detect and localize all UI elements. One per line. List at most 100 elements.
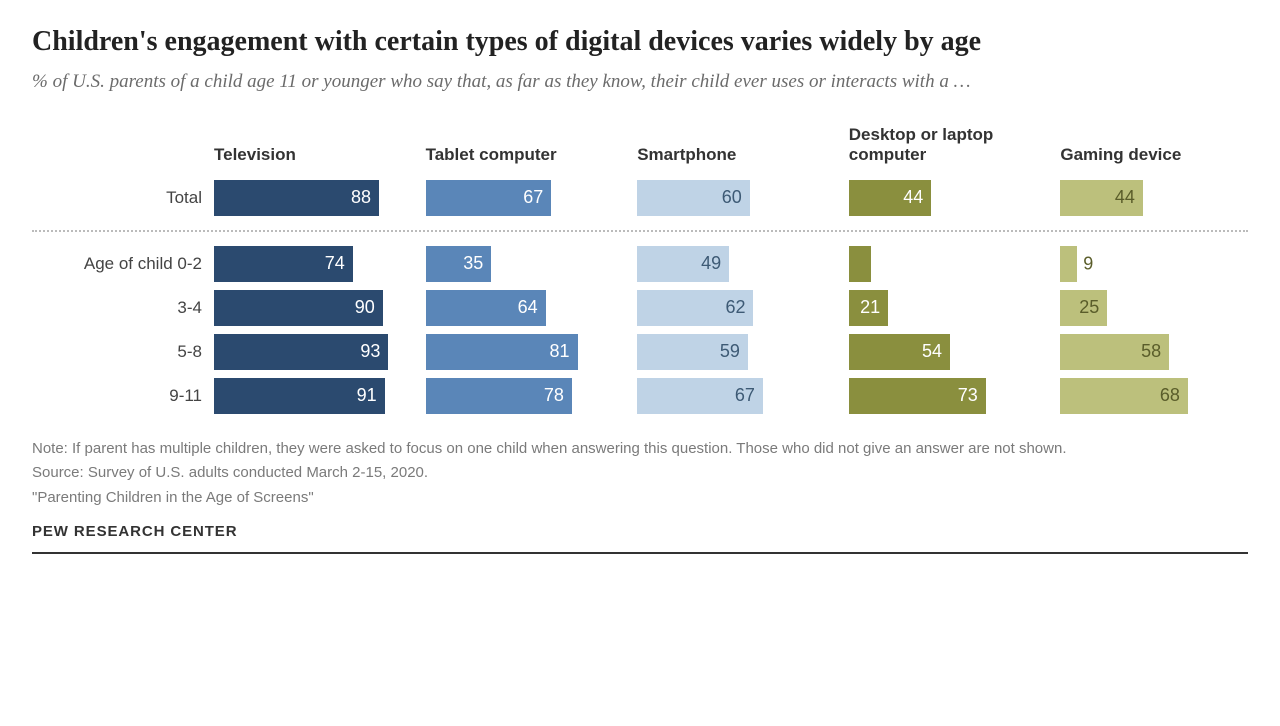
bar-cell: 67 [426,180,614,216]
bar-value: 64 [518,297,538,318]
bar-value: 44 [903,187,923,208]
bar-value: 54 [922,341,942,362]
column-header: Gaming device [1060,124,1248,172]
bar-cell: 64 [426,290,614,326]
bar-cell: 58 [1060,334,1248,370]
bar: 67 [426,180,552,216]
brand-label: PEW RESEARCH CENTER [32,523,1248,540]
bar: 44 [1060,180,1143,216]
bar: 60 [637,180,750,216]
bar: 68 [1060,378,1188,414]
bar: 64 [426,290,546,326]
bar-value: 35 [463,253,483,274]
bar-value: 49 [701,253,721,274]
bar-cell: 74 [214,246,402,282]
bar-cell: 90 [214,290,402,326]
bar-value: 67 [523,187,543,208]
bar: 91 [214,378,385,414]
note-line: "Parenting Children in the Age of Screen… [32,487,1248,510]
notes-block: Note: If parent has multiple children, t… [32,438,1248,510]
bar-value: 21 [860,297,880,318]
bar-cell: 44 [1060,180,1248,216]
bar-cell: 44 [849,180,1037,216]
bar-chart: Television Tablet computer Smartphone Deskt… [32,124,1248,414]
bar-value: 74 [325,253,345,274]
bar-cell: 67 [637,378,825,414]
row-label: 5-8 [32,342,214,362]
bar-value: 93 [360,341,380,362]
bar: 74 [214,246,353,282]
bottom-rule [32,552,1248,554]
bar-value: 68 [1160,385,1180,406]
bar-value: 88 [351,187,371,208]
bar-value: 60 [722,187,742,208]
bar-value: 67 [735,385,755,406]
bar: 67 [637,378,763,414]
bar-value: 73 [958,385,978,406]
bar-value: 58 [1141,341,1161,362]
bar [1060,246,1077,282]
bar: 90 [214,290,383,326]
bar: 88 [214,180,379,216]
note-line: Note: If parent has multiple children, t… [32,438,1248,461]
age-row: 5-8 93 81 59 54 58 [32,334,1248,370]
bar-cell: 25 [1060,290,1248,326]
bar: 78 [426,378,572,414]
note-line: Source: Survey of U.S. adults conducted … [32,462,1248,485]
total-row: Total 88 67 60 44 44 [32,180,1248,216]
chart-subtitle: % of U.S. parents of a child age 11 or y… [32,69,1248,96]
bar-cell: 73 [849,378,1037,414]
bar-value: 62 [725,297,745,318]
bar: 25 [1060,290,1107,326]
bar-cell: 12 [849,246,1037,282]
bar-value: 12 [877,253,897,274]
header-row: Television Tablet computer Smartphone Deskt… [32,124,1248,172]
bar-value: 44 [1115,187,1135,208]
bar-cell: 62 [637,290,825,326]
chart-title: Children's engagement with certain types… [32,24,1248,59]
row-label: 9-11 [32,386,214,406]
bar-value: 91 [357,385,377,406]
bar: 59 [637,334,748,370]
bar: 49 [637,246,729,282]
bar-cell: 68 [1060,378,1248,414]
bar-cell: 21 [849,290,1037,326]
bar: 73 [849,378,986,414]
bar: 44 [849,180,932,216]
bar: 81 [426,334,578,370]
bar-cell: 88 [214,180,402,216]
bar-value: 25 [1079,297,1099,318]
bar: 58 [1060,334,1169,370]
total-label: Total [32,188,214,208]
bar-cell: 49 [637,246,825,282]
column-header: Smartphone [637,124,825,172]
bar-cell: 54 [849,334,1037,370]
bar: 93 [214,334,388,370]
bar-value: 78 [544,385,564,406]
column-header: Desktop or laptop computer [849,124,1037,172]
age-row: 9-11 91 78 67 73 68 [32,378,1248,414]
bar: 54 [849,334,950,370]
bar-cell: 93 [214,334,402,370]
bar-value: 59 [720,341,740,362]
row-label: Age of child 0-2 [32,254,214,274]
bar: 62 [637,290,753,326]
bar-cell: 35 [426,246,614,282]
bar-cell: 91 [214,378,402,414]
bar [849,246,872,282]
bar: 35 [426,246,492,282]
column-header: Tablet computer [426,124,614,172]
bar-cell: 60 [637,180,825,216]
bar-cell: 78 [426,378,614,414]
bar: 21 [849,290,888,326]
column-header: Television [214,124,402,172]
bar-cell: 59 [637,334,825,370]
bar-value: 9 [1083,253,1093,274]
bar-cell: 81 [426,334,614,370]
section-divider [32,230,1248,232]
bar-value: 81 [550,341,570,362]
bar-cell: 9 [1060,246,1248,282]
bar-value: 90 [355,297,375,318]
row-label: 3-4 [32,298,214,318]
age-row: Age of child 0-2 74 35 49 12 9 [32,246,1248,282]
